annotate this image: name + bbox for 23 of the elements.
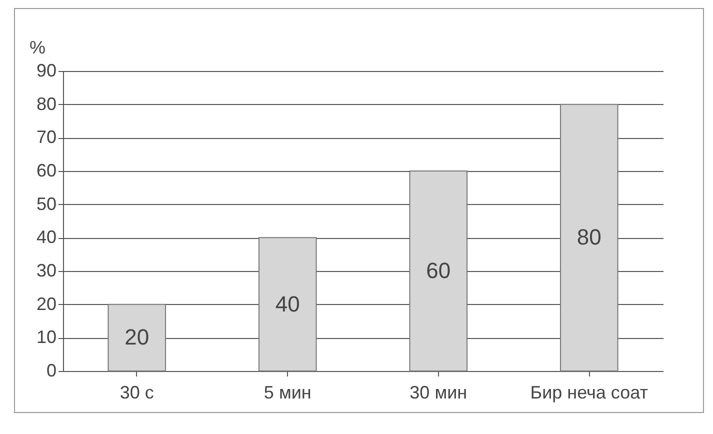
y-tick-label: 40 [36, 227, 56, 248]
x-tick-label: 30 мин [410, 382, 468, 402]
y-tick-label: 70 [36, 127, 56, 148]
y-tick-label: 60 [36, 160, 56, 180]
x-tick-label: 5 мин [264, 382, 312, 402]
bar [560, 104, 618, 372]
data-label: 20 [124, 324, 150, 350]
y-tick-label: 50 [36, 194, 56, 214]
bar [108, 304, 166, 372]
y-axis-title: % [30, 38, 46, 58]
bar [258, 237, 317, 372]
y-tick-label: 80 [36, 94, 56, 114]
y-tick-label: 30 [36, 260, 56, 280]
x-tick-label: 30 с [120, 382, 154, 402]
y-tick-label: 20 [36, 294, 56, 314]
data-label: 80 [576, 224, 602, 250]
y-tick-label: 10 [36, 327, 56, 348]
y-tick-label: 0 [46, 360, 56, 380]
data-label: 40 [275, 291, 300, 316]
x-tick-label: Бир неча соат [530, 382, 648, 402]
data-label: 60 [426, 258, 451, 283]
bar [409, 170, 468, 372]
y-tick-label: 90 [36, 60, 56, 80]
